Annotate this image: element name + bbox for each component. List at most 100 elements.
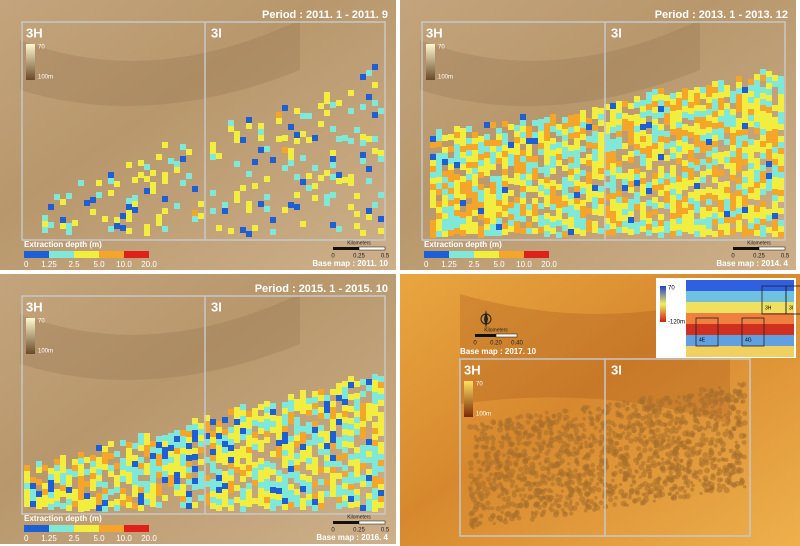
depth-cell: [538, 125, 544, 131]
depth-cell: [682, 202, 688, 208]
inset-scale-min: -120m: [668, 320, 685, 326]
depth-cell: [490, 152, 496, 158]
terrain-shade: [20, 294, 300, 380]
depth-cell: [324, 479, 330, 485]
depth-cell: [526, 204, 532, 210]
inset-scale: [660, 286, 666, 322]
depth-cell: [430, 142, 436, 148]
depth-cell: [454, 174, 460, 180]
depth-cell: [520, 126, 526, 132]
extraction-trace: [591, 485, 598, 491]
depth-cell: [706, 91, 712, 97]
depth-cell: [436, 231, 442, 237]
depth-cell: [682, 172, 688, 178]
depth-cell: [610, 181, 616, 187]
extraction-trace: [710, 473, 716, 478]
depth-cell: [312, 469, 318, 475]
extraction-trace: [717, 451, 723, 456]
depth-cell: [174, 430, 180, 436]
depth-cell: [580, 218, 586, 224]
depth-cell: [72, 489, 78, 495]
depth-cell: [366, 385, 372, 391]
depth-cell: [556, 208, 562, 214]
extraction-trace: [478, 490, 485, 497]
depth-cell: [90, 497, 96, 503]
depth-cell: [724, 205, 730, 211]
depth-cell: [246, 465, 252, 471]
extraction-trace: [518, 466, 524, 472]
depth-cell: [676, 200, 682, 206]
extraction-trace: [678, 494, 683, 500]
depth-cell: [150, 501, 156, 507]
depth-cell: [96, 493, 102, 499]
extraction-trace: [495, 505, 502, 512]
depth-cell: [48, 480, 54, 486]
depth-cell: [454, 216, 460, 222]
extraction-trace: [477, 467, 482, 472]
extraction-trace: [668, 470, 673, 475]
extraction-trace: [488, 515, 495, 522]
extraction-trace: [468, 466, 474, 471]
depth-cell: [282, 438, 288, 444]
depth-cell: [240, 410, 246, 416]
depth-cell: [586, 160, 592, 166]
depth-cell: [766, 101, 772, 107]
depth-cell: [258, 464, 264, 470]
depth-cell: [616, 125, 622, 131]
extraction-trace: [584, 452, 590, 458]
extraction-trace: [582, 410, 587, 415]
extraction-trace: [588, 420, 595, 427]
depth-cell: [568, 169, 574, 175]
legend-swatch: [124, 251, 149, 258]
depth-cell: [652, 113, 658, 119]
extraction-trace: [483, 432, 488, 437]
depth-cell: [760, 75, 766, 81]
depth-cell: [766, 155, 772, 161]
depth-cell: [324, 194, 330, 200]
depth-cell: [532, 162, 538, 168]
depth-cell: [490, 122, 496, 128]
depth-cell: [574, 120, 580, 126]
depth-cell: [670, 111, 676, 117]
extraction-trace: [599, 468, 605, 474]
depth-cell: [150, 447, 156, 453]
depth-cell: [484, 212, 490, 218]
extraction-trace: [655, 461, 661, 467]
depth-cell: [448, 164, 454, 170]
extraction-trace: [703, 427, 707, 431]
depth-cell: [640, 100, 646, 106]
depth-cell: [436, 135, 442, 141]
depth-cell: [372, 148, 378, 154]
depth-cell: [772, 231, 778, 237]
extraction-trace: [711, 405, 715, 409]
extraction-trace: [652, 499, 656, 503]
depth-cell: [700, 147, 706, 153]
extraction-trace: [683, 480, 689, 486]
depth-cell: [198, 483, 204, 489]
depth-cell: [348, 490, 354, 496]
depth-cell: [754, 104, 760, 110]
depth-cell: [556, 154, 562, 160]
extraction-trace: [607, 484, 613, 490]
extraction-trace: [523, 493, 528, 498]
depth-cell: [216, 475, 222, 481]
extraction-trace: [577, 423, 582, 427]
depth-cell: [150, 495, 156, 501]
depth-cell: [526, 138, 532, 144]
depth-cell: [210, 437, 216, 443]
elevation-max: 70: [476, 382, 483, 388]
depth-cell: [102, 464, 108, 470]
depth-cell: [724, 217, 730, 223]
depth-cell: [264, 413, 270, 419]
depth-cell: [700, 87, 706, 93]
depth-cell: [156, 454, 162, 460]
extraction-trace: [598, 429, 602, 433]
extraction-trace: [628, 438, 634, 444]
depth-cell: [544, 147, 550, 153]
depth-cell: [138, 487, 144, 493]
depth-cell: [294, 477, 300, 483]
depth-cell: [724, 85, 730, 91]
depth-cell: [496, 206, 502, 212]
depth-cell: [616, 173, 622, 179]
extraction-trace: [622, 470, 627, 476]
